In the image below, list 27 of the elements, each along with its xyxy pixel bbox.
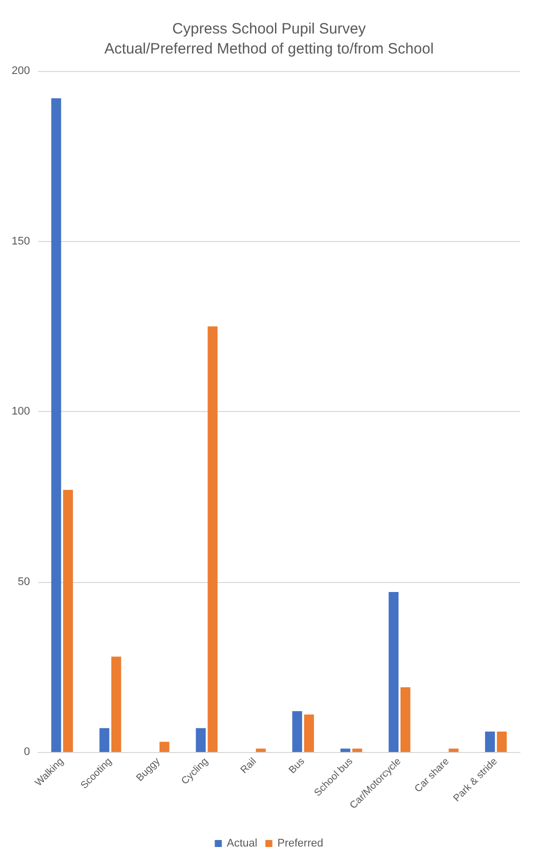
x-tick-label: Rail <box>238 756 259 776</box>
bar <box>208 326 218 752</box>
y-tick-label: 100 <box>12 406 30 418</box>
bar <box>196 728 206 752</box>
bar <box>340 748 350 752</box>
bar <box>388 592 399 752</box>
y-tick-label: 200 <box>12 65 30 77</box>
bar <box>63 490 73 752</box>
bar <box>352 748 362 752</box>
y-tick-label: 150 <box>12 235 30 248</box>
x-tick-label: Bus <box>287 756 307 776</box>
bar <box>304 714 314 752</box>
bar <box>400 687 410 752</box>
bar <box>448 748 459 752</box>
bar <box>159 742 170 752</box>
legend-label: Preferred <box>277 838 324 850</box>
y-tick-label: 50 <box>18 576 30 588</box>
chart-title: Cypress School Pupil Survey Actual/Preferred Method of getting to/from School <box>104 20 434 58</box>
bar <box>51 98 62 752</box>
bar <box>99 728 110 752</box>
bar <box>496 732 507 752</box>
legend-label: Actual <box>226 838 258 850</box>
bar <box>292 711 302 752</box>
bar <box>256 748 266 752</box>
y-tick-label: 0 <box>24 746 30 758</box>
bar <box>485 732 495 752</box>
bar <box>111 656 122 752</box>
